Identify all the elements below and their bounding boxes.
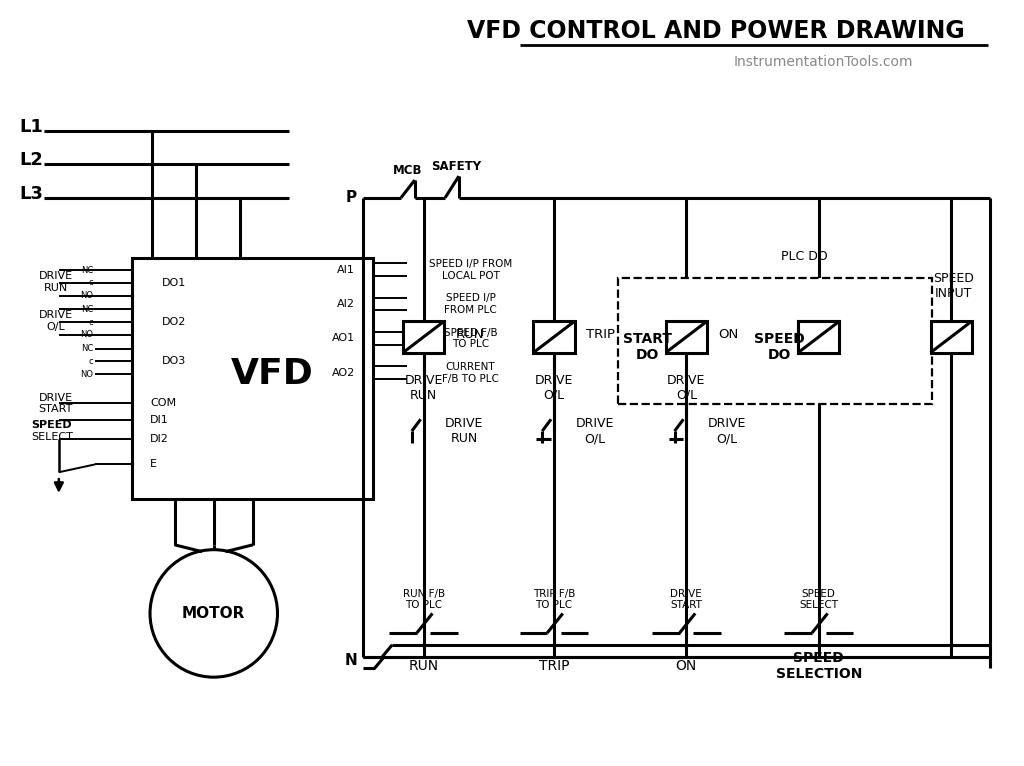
Text: AI1: AI1: [337, 265, 355, 275]
Text: RUN: RUN: [409, 660, 438, 673]
Text: DRIVE
START: DRIVE START: [671, 589, 702, 611]
Text: DRIVE: DRIVE: [39, 393, 73, 403]
Bar: [617, 278, 932, 404]
Text: L1: L1: [19, 118, 43, 136]
Text: NC: NC: [81, 344, 93, 353]
Text: NO: NO: [80, 370, 93, 378]
Text: AO1: AO1: [332, 333, 355, 343]
Text: DO3: DO3: [162, 356, 186, 366]
Text: PLC DO: PLC DO: [780, 250, 827, 263]
Text: SPEED: SPEED: [32, 421, 73, 430]
Text: NC: NC: [81, 305, 93, 314]
Text: DRIVE
O/L: DRIVE O/L: [535, 374, 573, 402]
Text: SPEED I/P
FROM PLC: SPEED I/P FROM PLC: [444, 293, 497, 315]
Text: TRIP F/B
TO PLC: TRIP F/B TO PLC: [532, 589, 575, 611]
Text: VFD CONTROL AND POWER DRAWING: VFD CONTROL AND POWER DRAWING: [467, 19, 965, 43]
Text: O/L: O/L: [46, 322, 66, 332]
Text: COM: COM: [151, 398, 176, 408]
Text: MCB: MCB: [393, 164, 423, 177]
Bar: [666, 321, 707, 352]
Text: SPEED
SELECTION: SPEED SELECTION: [775, 651, 862, 682]
Text: TRIP: TRIP: [587, 329, 615, 342]
Text: MOTOR: MOTOR: [182, 606, 246, 621]
Text: c: c: [88, 357, 93, 366]
Text: L2: L2: [19, 152, 43, 169]
Text: SELECT: SELECT: [31, 432, 73, 442]
Text: START
DO: START DO: [623, 332, 672, 362]
Text: CURRENT
F/B TO PLC: CURRENT F/B TO PLC: [442, 362, 499, 384]
Bar: [534, 321, 574, 352]
Text: SAFETY: SAFETY: [431, 160, 481, 173]
Text: AO2: AO2: [332, 368, 355, 378]
Text: VFD: VFD: [230, 357, 313, 391]
Text: L3: L3: [19, 185, 43, 203]
Text: DRIVE: DRIVE: [39, 271, 73, 281]
Text: DRIVE: DRIVE: [39, 310, 73, 320]
Text: RUN: RUN: [456, 329, 484, 342]
Text: ON: ON: [676, 660, 697, 673]
Text: RUN: RUN: [44, 283, 68, 293]
Text: SPEED
INPUT: SPEED INPUT: [933, 272, 974, 300]
Text: E: E: [151, 460, 157, 470]
Bar: [798, 321, 840, 352]
Text: DRIVE
RUN: DRIVE RUN: [445, 417, 483, 445]
Text: SPEED
DO: SPEED DO: [754, 332, 805, 362]
Text: c: c: [88, 279, 93, 287]
Text: DRIVE
O/L: DRIVE O/L: [668, 374, 706, 402]
Text: ON: ON: [719, 329, 739, 342]
Text: NO: NO: [80, 291, 93, 300]
Text: DRIVE
RUN: DRIVE RUN: [404, 374, 442, 402]
Text: InstrumentationTools.com: InstrumentationTools.com: [734, 55, 913, 70]
Text: START: START: [39, 404, 73, 414]
Bar: [132, 258, 373, 499]
Text: DRIVE
O/L: DRIVE O/L: [575, 417, 614, 445]
Text: SPEED
SELECT: SPEED SELECT: [800, 589, 839, 611]
Text: c: c: [88, 318, 93, 327]
Text: AI2: AI2: [337, 299, 355, 309]
Bar: [931, 321, 972, 352]
Text: DO1: DO1: [162, 278, 186, 288]
Text: DO2: DO2: [162, 317, 186, 327]
Text: N: N: [344, 653, 357, 668]
Text: RUN F/B
TO PLC: RUN F/B TO PLC: [402, 589, 444, 611]
Bar: [403, 321, 444, 352]
Text: NO: NO: [80, 330, 93, 339]
Bar: [798, 321, 840, 352]
Text: DI1: DI1: [151, 415, 169, 425]
Text: DI2: DI2: [151, 434, 169, 444]
Text: DRIVE
O/L: DRIVE O/L: [708, 417, 746, 445]
Text: TRIP: TRIP: [539, 660, 569, 673]
Text: SPEED I/P FROM
LOCAL POT: SPEED I/P FROM LOCAL POT: [429, 259, 512, 280]
Text: NC: NC: [81, 266, 93, 275]
Text: P: P: [346, 190, 357, 205]
Text: SPEED F/B
TO PLC: SPEED F/B TO PLC: [443, 328, 498, 349]
